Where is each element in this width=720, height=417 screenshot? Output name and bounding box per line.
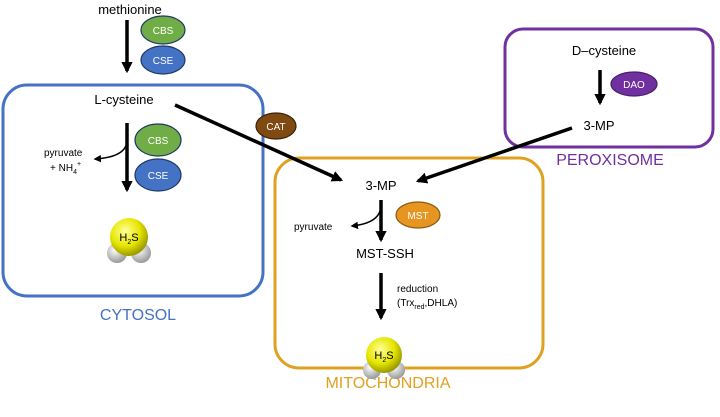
cytosol-pyruvate-label: pyruvate bbox=[44, 148, 83, 159]
reduction-label: reduction bbox=[397, 284, 438, 295]
cytosol-h2s-label: H2S bbox=[119, 232, 138, 246]
reductant-label: (Trxred,DHLA) bbox=[397, 298, 457, 311]
mst-ssh-label: MST-SSH bbox=[356, 246, 414, 261]
peroxisome-transport-arrow bbox=[415, 126, 573, 184]
d-cysteine-label: D–cysteine bbox=[572, 43, 636, 58]
cytosol-cbs-label: CBS bbox=[148, 136, 169, 147]
methionine-label: methionine bbox=[98, 2, 162, 17]
cytosol-side-arrow bbox=[93, 139, 128, 163]
top-cse-enzyme bbox=[140, 45, 186, 75]
cytosol-nh4-label: + NH4+ bbox=[50, 161, 81, 176]
peroxisome-title: PEROXISOME bbox=[556, 152, 664, 169]
mito-3mp-label: 3-MP bbox=[365, 178, 396, 193]
mst-enzyme bbox=[395, 201, 441, 229]
mitochondria-title: MITOCHONDRIA bbox=[325, 375, 450, 392]
cytosol-cbs-enzyme bbox=[134, 123, 182, 157]
cat-arrow bbox=[174, 103, 344, 182]
mito-pyruvate-label: pyruvate bbox=[294, 222, 333, 233]
peroxisome-box bbox=[503, 27, 715, 149]
l-cysteine-label: L-cysteine bbox=[94, 92, 153, 107]
mito-side-arrow bbox=[350, 204, 382, 230]
cytosol-title: CYTOSOL bbox=[100, 307, 176, 324]
top-cse-label: CSE bbox=[153, 56, 174, 67]
mito-h2s-molecule: H2S bbox=[363, 337, 405, 379]
cat-enzyme bbox=[255, 112, 297, 140]
top-cbs-label: CBS bbox=[153, 26, 174, 37]
cytosol-cse-enzyme bbox=[134, 158, 182, 192]
dao-label: DAO bbox=[623, 80, 645, 91]
peroxisome-3mp-label: 3-MP bbox=[583, 118, 614, 133]
mito-h2s-label: H2S bbox=[374, 350, 393, 364]
mst-label: MST bbox=[407, 211, 428, 222]
cytosol-cse-label: CSE bbox=[148, 171, 169, 182]
top-cbs-enzyme bbox=[140, 15, 186, 45]
dao-enzyme bbox=[610, 71, 658, 97]
cytosol-box bbox=[1, 83, 265, 298]
cytosol-h2s-molecule: H2S bbox=[107, 218, 151, 263]
cat-label: CAT bbox=[266, 122, 285, 133]
mitochondria-box bbox=[273, 156, 545, 370]
